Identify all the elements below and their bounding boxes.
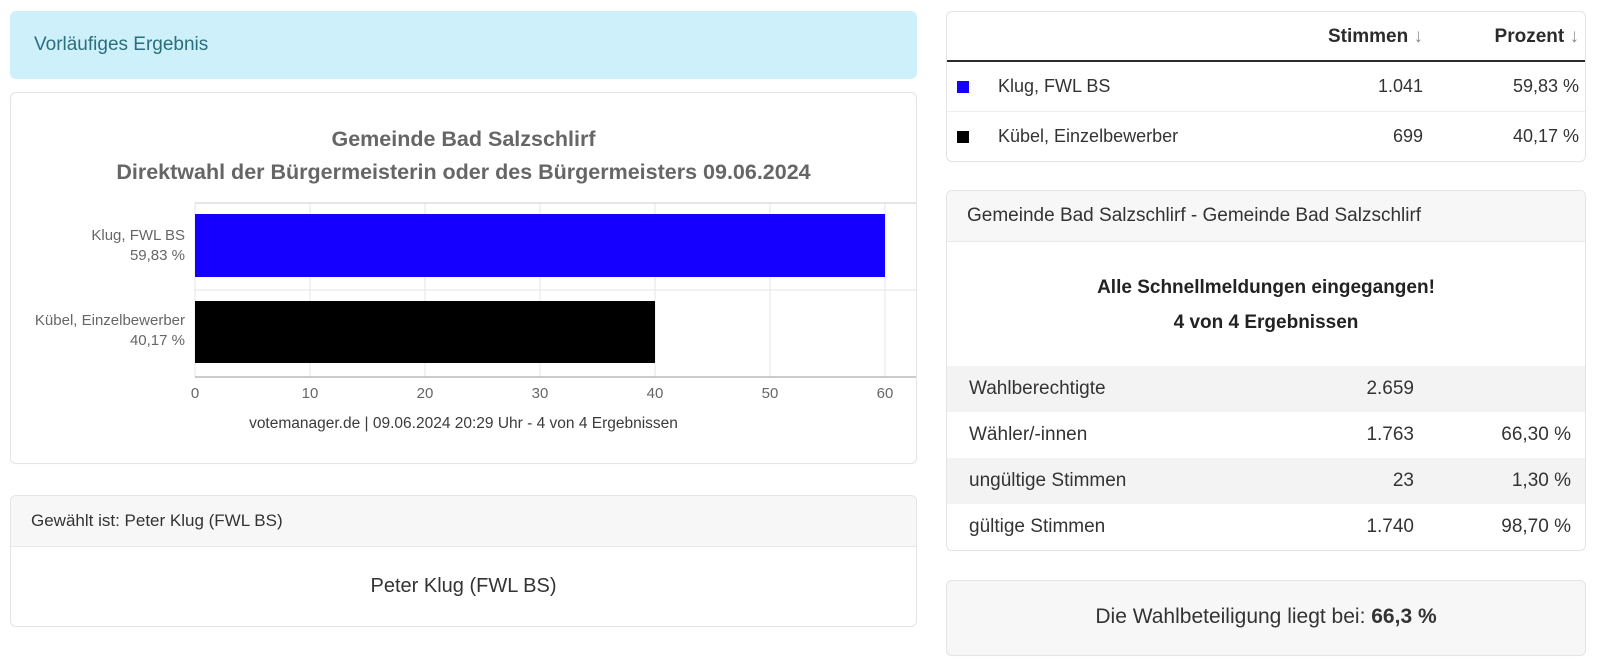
- svg-text:Kübel, Einzelbewerber: Kübel, Einzelbewerber: [35, 312, 185, 329]
- svg-text:40: 40: [647, 385, 664, 402]
- svg-text:10: 10: [302, 385, 319, 402]
- svg-text:0: 0: [191, 385, 199, 402]
- svg-text:30: 30: [532, 385, 549, 402]
- svg-text:Klug, FWL BS: Klug, FWL BS: [91, 227, 185, 244]
- svg-text:20: 20: [417, 385, 434, 402]
- svg-text:50: 50: [762, 385, 779, 402]
- svg-text:59,83 %: 59,83 %: [130, 247, 185, 264]
- svg-text:40,17 %: 40,17 %: [130, 332, 185, 349]
- svg-text:60: 60: [877, 385, 894, 402]
